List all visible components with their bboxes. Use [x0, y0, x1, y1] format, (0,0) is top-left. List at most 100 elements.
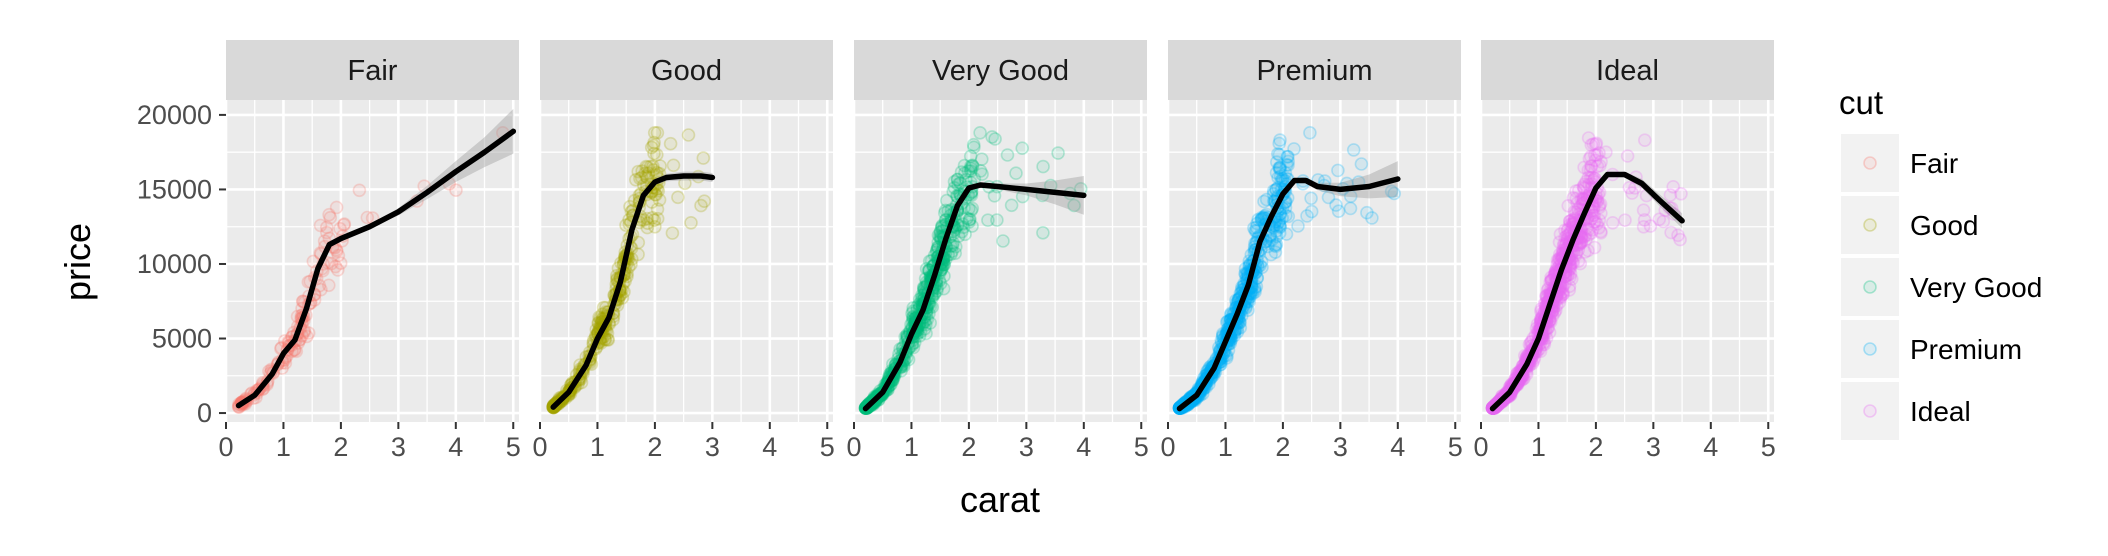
data-point: [1625, 186, 1639, 200]
data-point: [648, 187, 662, 202]
x-tick-label: 1: [1531, 432, 1546, 462]
data-point: [319, 225, 334, 240]
facet-panel-good: Good 0 1 2 3 4 5: [532, 40, 835, 462]
data-point: [974, 152, 989, 166]
data-point: [1636, 203, 1651, 217]
data-point: [639, 159, 653, 174]
data-point: [337, 217, 352, 231]
data-point: [330, 263, 345, 277]
data-point: [644, 140, 659, 155]
data-point: [1303, 126, 1317, 140]
data-point: [329, 244, 344, 259]
data-point: [1643, 219, 1658, 233]
facet-strip: [540, 40, 833, 100]
data-point: [649, 147, 664, 162]
x-axis: 0 1 2 3 4 5: [532, 422, 835, 462]
legend-swatch: [1863, 404, 1877, 418]
data-point: [663, 136, 678, 151]
x-tick-label: 4: [1390, 432, 1405, 462]
legend-item: Very Good: [1841, 258, 2042, 316]
data-point: [1331, 163, 1345, 178]
data-point: [1354, 157, 1369, 171]
facet-panel-premium: Premium 0 1 2 3 4 5: [1160, 40, 1463, 462]
data-point: [922, 254, 937, 269]
legend-label: Very Good: [1910, 272, 2042, 303]
facet-strip: [854, 40, 1147, 100]
x-tick-label: 4: [448, 432, 463, 462]
data-point: [646, 163, 661, 177]
legend-label: Good: [1910, 210, 1979, 241]
data-point: [1036, 226, 1050, 240]
legend-label: Premium: [1910, 334, 2022, 365]
data-point: [352, 183, 367, 198]
data-point: [638, 166, 652, 181]
data-point: [1620, 149, 1635, 163]
facet-panel-fair: Fair 0 1 2 3 4 5: [218, 40, 521, 462]
data-point: [985, 130, 999, 144]
data-point: [947, 181, 962, 195]
data-point: [1000, 148, 1015, 162]
data-point: [919, 317, 933, 332]
x-tick-label: 5: [820, 432, 835, 462]
data-point: [324, 256, 339, 271]
x-tick-label: 3: [391, 432, 406, 462]
y-tick-label: 20000: [137, 100, 212, 130]
legend-item: Premium: [1841, 320, 2022, 378]
data-point: [640, 211, 654, 226]
data-point: [1584, 138, 1599, 152]
data-point: [623, 199, 637, 214]
data-point: [333, 256, 348, 271]
x-tick-label: 2: [1588, 432, 1603, 462]
data-point: [1304, 204, 1319, 219]
data-point: [937, 206, 952, 220]
smooth-line: [235, 128, 517, 409]
smooth-line: [550, 173, 716, 410]
data-point: [647, 146, 661, 161]
data-point: [965, 201, 980, 216]
data-point: [601, 333, 616, 347]
x-tick-label: 4: [1076, 432, 1091, 462]
data-point: [1343, 201, 1358, 216]
data-point: [650, 202, 665, 216]
data-point: [649, 188, 663, 202]
data-point: [1618, 213, 1632, 227]
data-point: [973, 164, 988, 178]
legend-item: Ideal: [1841, 382, 1971, 440]
data-point: [1009, 166, 1023, 180]
x-tick-label: 4: [1703, 432, 1718, 462]
data-point: [300, 329, 314, 344]
facet-strip-label: Fair: [348, 55, 398, 87]
facet-strip-label: Premium: [1256, 55, 1372, 87]
panel-background: [540, 100, 833, 422]
data-point: [333, 221, 347, 236]
data-point: [631, 247, 645, 262]
data-point: [360, 210, 375, 225]
data-point: [645, 211, 660, 225]
legend-item: Good: [1841, 196, 1979, 254]
facet-panel-ideal: Ideal 0 1 2 3 4 5: [1473, 40, 1776, 462]
y-axis-title: price: [57, 223, 98, 301]
y-tick-label: 10000: [137, 249, 212, 279]
data-point: [696, 151, 711, 165]
x-tick-label: 2: [333, 432, 348, 462]
data-point: [684, 216, 698, 230]
data-point: [996, 234, 1010, 248]
legend-swatch: [1863, 280, 1877, 294]
data-point: [1583, 163, 1598, 178]
data-point: [640, 170, 655, 185]
data-point: [1674, 187, 1688, 201]
data-point: [651, 184, 666, 198]
data-point: [681, 128, 696, 142]
x-tick-label: 5: [1761, 432, 1776, 462]
data-point: [958, 227, 972, 242]
data-point: [973, 126, 987, 140]
data-point: [646, 138, 661, 153]
x-axis: 0 1 2 3 4 5: [1160, 422, 1463, 462]
data-point: [331, 248, 346, 263]
data-point: [990, 213, 1004, 227]
x-axis-title: carat: [960, 479, 1040, 520]
data-point: [1015, 141, 1030, 155]
legend-item: Fair: [1841, 134, 1958, 192]
